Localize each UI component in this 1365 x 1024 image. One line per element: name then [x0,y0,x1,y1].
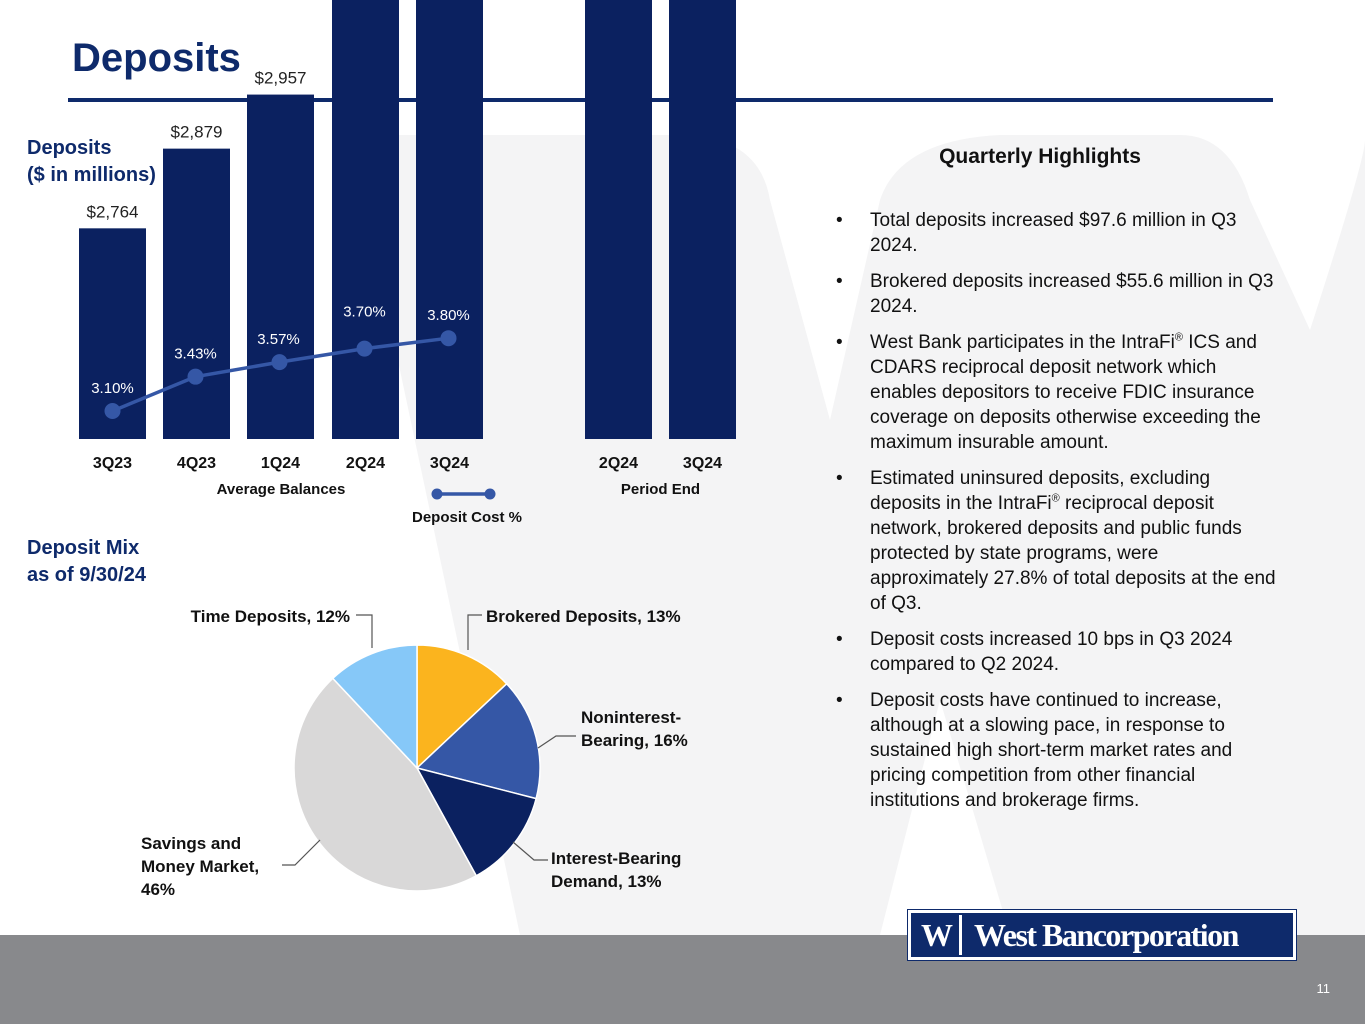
x-tick-label: 2Q24 [599,455,638,472]
x-tick-label: 2Q24 [346,455,385,472]
page-number: 11 [1316,981,1331,996]
highlights-list: • Total deposits increased $97.6 million… [836,208,1276,824]
bullet-marker: • [836,468,843,489]
pie-slice [416,644,508,770]
highlight-text-part: West Bank participates in the IntraFi [870,332,1175,353]
x-tick-label: 1Q24 [261,455,300,472]
bullet-marker: • [836,332,843,353]
highlight-item: • Estimated uninsured deposits, excludin… [836,466,1276,616]
deposit-cost-label: 3.70% [343,304,386,321]
pie-leader-line [537,735,576,749]
deposits-title-line1: Deposits [27,137,112,159]
registered-mark: ® [1174,331,1183,344]
legend-marker [484,488,496,500]
deposits-section-title: Deposits ($ in millions) [27,135,156,189]
pie-leader-line [356,614,373,648]
deposit-cost-point [440,330,457,347]
pie-leader-line [282,839,321,866]
pie-slice [293,677,478,892]
highlight-item: • Total deposits increased $97.6 million… [836,208,1276,258]
pie-label-line: Bearing, 16% [581,731,688,750]
mix-section-title: Deposit Mix as of 9/30/24 [27,535,146,589]
bar-value-label: $2,879 [171,123,223,142]
pie-leader-line [467,614,482,650]
page-title: Deposits [72,36,241,80]
pie-label-line: Noninterest- [581,708,681,727]
x-tick-label: 3Q23 [93,455,132,472]
highlights-title: Quarterly Highlights [939,145,1141,168]
x-tick-label: 4Q23 [177,455,216,472]
deposit-cost-label: 3.10% [91,380,134,397]
deposit-cost-point [271,354,288,371]
pie-label-line: Money Market, [141,857,259,876]
highlight-item: • Brokered deposits increased $55.6 mill… [836,269,1276,319]
bullet-marker: • [836,210,843,231]
bar [247,94,314,439]
pie-label-line: 46% [141,880,175,899]
group-label: Period End [621,481,700,498]
highlight-text: Estimated uninsured deposits, excluding … [870,466,1276,616]
highlight-text-part: reciprocal deposit network, brokered dep… [870,493,1276,614]
pie-label-line: Demand, 13% [551,872,662,891]
deposits-title-line2: ($ in millions) [27,164,156,186]
highlight-text: Deposit costs increased 10 bps in Q3 202… [870,629,1233,675]
bullet-marker: • [836,690,843,711]
pie-slice-label: Noninterest- Bearing, 16% [581,708,688,750]
pie-slice-label: Interest-Bearing Demand, 13% [551,849,681,891]
legend-label: Deposit Cost % [412,509,522,526]
pie-slice-label: Savings and Money Market, 46% [141,834,259,899]
pie-slice-label: Time Deposits, 12% [191,607,350,626]
deposit-cost-point [356,340,373,357]
highlight-text: Brokered deposits increased $55.6 millio… [870,271,1274,317]
pie-label-line: Savings and [141,834,241,853]
deposit-cost-label: 3.43% [174,346,217,363]
deposit-cost-label: 3.57% [257,331,300,348]
logo-mark: W [915,915,962,955]
pie-label-line: Time Deposits, 12% [191,607,350,626]
bar-value-label: $2,764 [87,202,139,221]
group-label: Average Balances [217,481,346,498]
bar [163,148,230,439]
mix-title-line2: as of 9/30/24 [27,564,146,586]
highlight-text-part: ICS and CDARS reciprocal deposit network… [870,332,1261,453]
pie-slice-label: Brokered Deposits, 13% [486,607,681,626]
bar [332,0,399,439]
bar [669,0,736,440]
highlight-item: • West Bank participates in the IntraFi®… [836,330,1276,455]
deposit-mix-pie-chart: Brokered Deposits, 13% Noninterest- Bearin… [141,607,688,899]
legend-marker [431,488,443,500]
x-tick-label: 3Q24 [683,455,722,472]
logo-text: West Bancorporation [974,916,1239,953]
pie-leader-line [512,841,548,861]
pie-slice [331,644,418,770]
mix-title-line1: Deposit Mix [27,537,140,559]
deposits-bar-chart: $2,7643Q23$2,8794Q23$2,9571Q24$3,1232Q24… [79,0,736,526]
bullet-marker: • [836,629,843,650]
deposit-cost-point [187,368,204,385]
registered-mark: ® [1051,492,1060,505]
highlight-text-part: Estimated uninsured deposits, excluding … [870,468,1211,514]
bar-value-label: $2,957 [255,69,307,88]
highlight-text: Deposit costs have continued to increase… [870,690,1233,811]
highlight-text: West Bank participates in the IntraFi® I… [870,330,1276,455]
pie-label-line: Interest-Bearing [551,849,681,868]
company-logo: W West Bancorporation [907,909,1297,961]
bar [585,0,652,440]
highlight-item: • Deposit costs have continued to increa… [836,688,1276,813]
highlight-item: • Deposit costs increased 10 bps in Q3 2… [836,627,1276,677]
bar [416,0,483,439]
x-tick-label: 3Q24 [430,455,469,472]
pie-slice [415,682,541,800]
deposit-cost-point [104,403,121,419]
pie-label-line: Brokered Deposits, 13% [486,607,681,626]
highlight-text: Total deposits increased $97.6 million i… [870,210,1237,256]
bullet-marker: • [836,271,843,292]
deposit-cost-label: 3.80% [427,307,470,324]
